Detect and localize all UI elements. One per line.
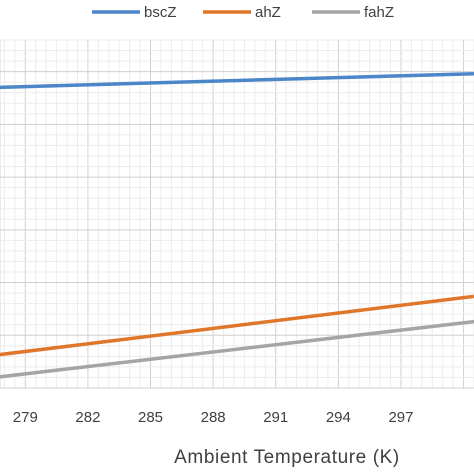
x-tick-label: 297 [388,409,413,426]
series-line-ahZ [0,294,474,357]
series-line-fahZ [0,319,474,379]
legend-label-ahZ: ahZ [255,4,281,21]
x-tick-label: 279 [13,409,38,426]
x-axis-ticks: 279 282 285 288 291 294 297 [13,409,414,426]
x-tick-label: 285 [138,409,163,426]
x-tick-label: 288 [201,409,226,426]
x-tick-label: 291 [263,409,288,426]
series-lines [0,71,474,379]
legend-label-bscZ: bscZ [144,4,177,21]
legend: bscZ ahZ fahZ [92,4,394,21]
plot-background [0,39,474,389]
x-tick-label: 294 [326,409,351,426]
legend-label-fahZ: fahZ [364,4,394,21]
x-axis-title: Ambient Temperature (K) [174,447,400,468]
plot-area [0,39,474,389]
x-tick-label: 282 [75,409,100,426]
series-line-bscZ [0,71,474,90]
